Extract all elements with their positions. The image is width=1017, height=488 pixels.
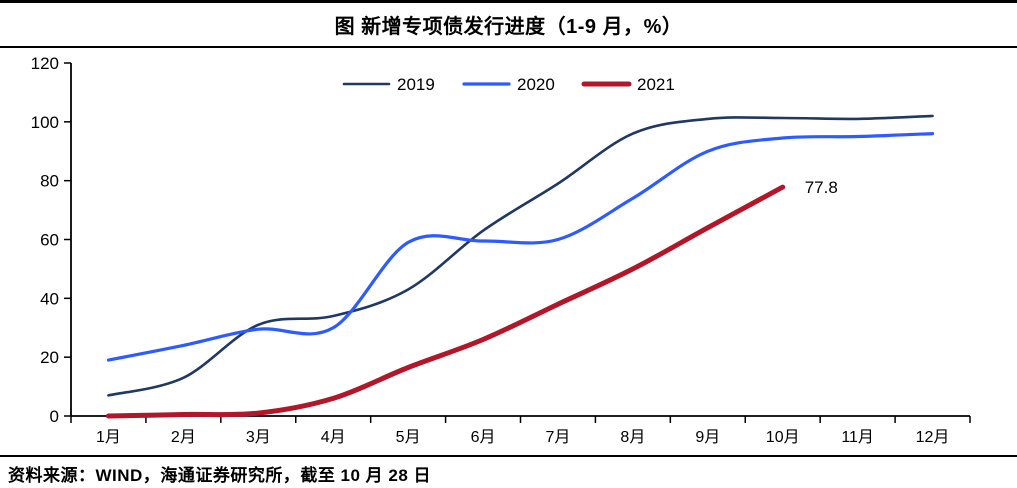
legend-item-2020: 2020 [462, 75, 555, 94]
legend-label-2020: 2020 [517, 75, 555, 94]
y-tick-label: 40 [40, 289, 59, 308]
series-line-2021 [105, 184, 786, 419]
y-tick-label: 20 [40, 348, 59, 367]
y-tick-label: 80 [40, 172, 59, 191]
title-bar: 图 新增专项债发行进度（1-9 月，%） [0, 0, 1017, 48]
source-text: 资料来源：WIND，海通证券研究所，截至 10 月 28 日 [8, 466, 432, 485]
x-tick-label: 8月 [620, 429, 645, 446]
footer: 资料来源：WIND，海通证券研究所，截至 10 月 28 日 [0, 455, 1017, 488]
series-line-2020 [106, 132, 935, 362]
y-tick-label: 100 [31, 113, 59, 132]
series-line-2019 [107, 114, 934, 397]
x-tick-label: 4月 [321, 429, 346, 446]
x-tick-label: 5月 [396, 429, 421, 446]
x-tick-label: 2月 [171, 429, 196, 446]
y-tick-label: 60 [40, 231, 59, 250]
y-tick-label: 0 [50, 407, 59, 426]
x-tick-label: 6月 [471, 429, 496, 446]
legend-label-2019: 2019 [397, 75, 435, 94]
x-tick-label: 1月 [96, 429, 121, 446]
chart-svg: 0 20 40 60 80 100 120 1月 2月 3月 4月 5月 6月 7月 8月 9月 10月 11月 1… [31, 54, 971, 446]
x-tick-label: 3月 [246, 429, 271, 446]
annotation-value-label: 77.8 [805, 178, 838, 197]
chart-area: 0 20 40 60 80 100 120 1月 2月 3月 4月 5月 6月 7月 8月 9月 10月 11月 1… [0, 48, 1017, 455]
x-tick-label: 10月 [766, 429, 800, 446]
x-tick-label: 12月 [916, 429, 950, 446]
chart-title: 图 新增专项债发行进度（1-9 月，%） [334, 16, 683, 38]
legend-item-2021: 2021 [581, 75, 675, 94]
legend-item-2019: 2019 [342, 75, 435, 94]
legend: 2019 2020 2021 [342, 75, 675, 94]
x-tick-label: 11月 [841, 429, 874, 446]
y-tick-label: 120 [31, 54, 59, 73]
x-tick-label: 7月 [546, 429, 571, 446]
x-tick-label: 9月 [695, 429, 720, 446]
legend-label-2021: 2021 [637, 75, 675, 94]
